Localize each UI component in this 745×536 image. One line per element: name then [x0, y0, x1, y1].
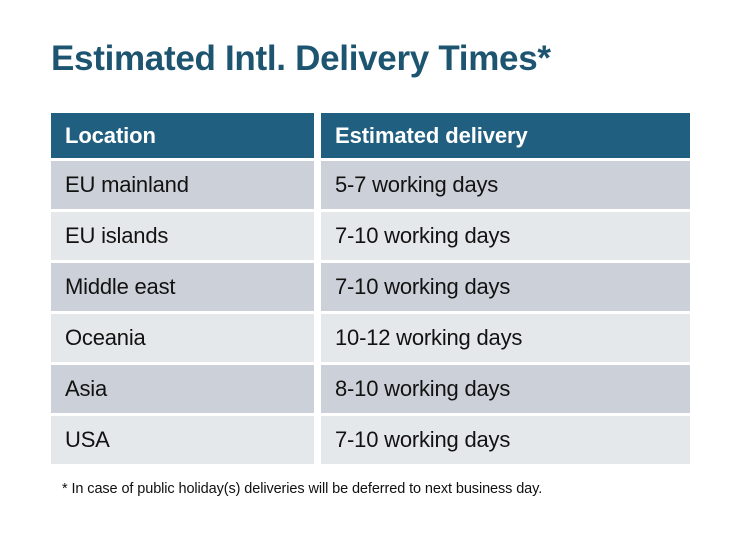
cell-location: USA	[51, 416, 314, 464]
footnote-text: * In case of public holiday(s) deliverie…	[62, 481, 543, 497]
cell-location: Asia	[51, 365, 314, 413]
table-row: EU mainland 5-7 working days	[51, 161, 690, 209]
table-row: Middle east 7-10 working days	[51, 263, 690, 311]
table-row: Asia 8-10 working days	[51, 365, 690, 413]
table-row: Oceania 10-12 working days	[51, 314, 690, 362]
table-header-row: Location Estimated delivery	[51, 113, 690, 158]
cell-delivery: 8-10 working days	[321, 365, 690, 413]
table-header-location: Location	[51, 113, 314, 158]
cell-delivery: 7-10 working days	[321, 263, 690, 311]
table-header-estimated-delivery: Estimated delivery	[321, 113, 690, 158]
cell-location: Oceania	[51, 314, 314, 362]
table-row: EU islands 7-10 working days	[51, 212, 690, 260]
page-title: Estimated Intl. Delivery Times*	[51, 39, 551, 78]
cell-delivery: 10-12 working days	[321, 314, 690, 362]
cell-delivery: 7-10 working days	[321, 212, 690, 260]
cell-location: EU mainland	[51, 161, 314, 209]
cell-location: EU islands	[51, 212, 314, 260]
cell-delivery: 7-10 working days	[321, 416, 690, 464]
cell-location: Middle east	[51, 263, 314, 311]
table-row: USA 7-10 working days	[51, 416, 690, 464]
delivery-times-table: Location Estimated delivery EU mainland …	[51, 113, 690, 464]
cell-delivery: 5-7 working days	[321, 161, 690, 209]
